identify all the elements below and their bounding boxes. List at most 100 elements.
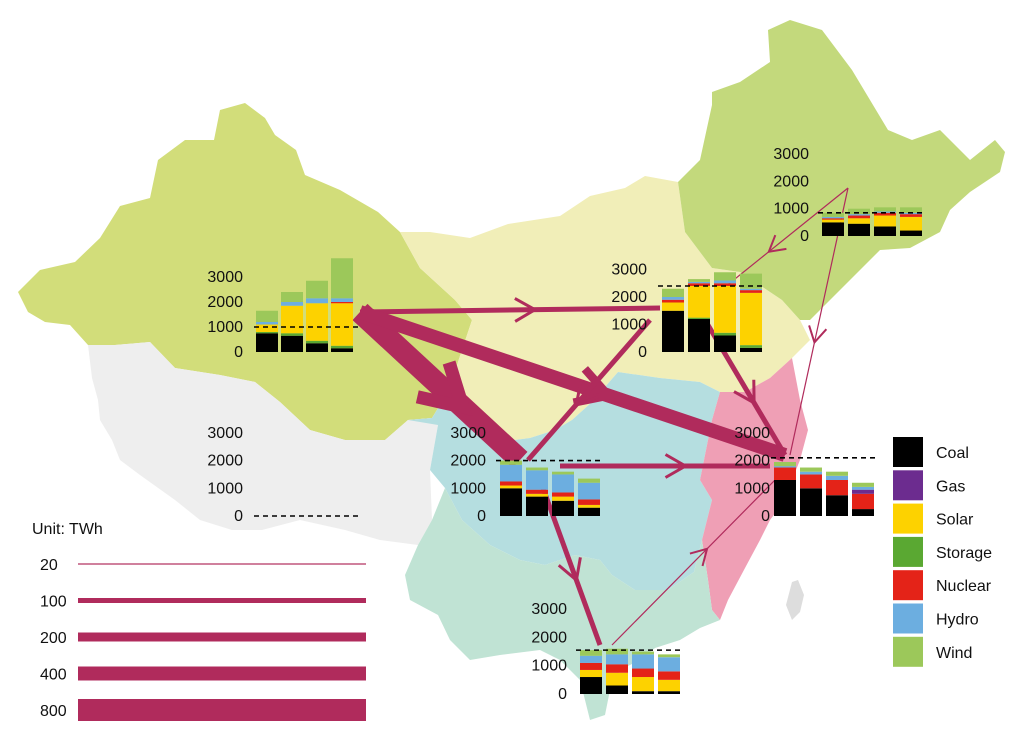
bar-segment-solar (580, 669, 602, 678)
region-northwest (18, 103, 472, 440)
y-tick-label: 0 (234, 508, 243, 525)
region-chart-south: 0 1000 2000 3000 (531, 601, 684, 703)
legend-swatch-solar (893, 503, 923, 534)
bar-segment-solar (256, 324, 278, 332)
flow-arrowhead (514, 297, 539, 323)
bar-segment-hydro (800, 471, 822, 475)
bar-segment-wind (658, 654, 680, 658)
bar-segment-hydro (306, 298, 328, 304)
legend-label-nuclear: Nuclear (936, 578, 992, 595)
bar-segment-coal (848, 223, 870, 236)
y-tick-label: 0 (800, 228, 809, 245)
bar-segment-hydro (552, 474, 574, 493)
legend-swatch-storage (893, 536, 923, 567)
bar-segment-solar (874, 215, 896, 227)
bar-segment-solar (740, 292, 762, 346)
bar-segment-storage (331, 345, 353, 349)
flow-arrowhead (808, 325, 828, 345)
flow-arrowhead (574, 381, 599, 407)
scale-unit-label: Unit: TWh (32, 521, 103, 538)
bar-segment-solar (632, 677, 654, 692)
bar-segment-nuclear (580, 662, 602, 670)
bar-segment-coal (658, 691, 680, 694)
bar-segment-hydro (256, 322, 278, 325)
bar-segment-wind (552, 471, 574, 475)
flow-arrowhead (415, 360, 473, 417)
y-tick-label: 0 (477, 508, 486, 525)
bar-segment-storage (281, 333, 303, 336)
bar-segment-hydro (281, 302, 303, 306)
bar-segment-solar (714, 286, 736, 333)
legend-label-wind: Wind (936, 645, 972, 662)
flow-northeast-to-north (714, 187, 849, 296)
bar-segment-hydro (848, 214, 870, 216)
y-tick-label: 0 (234, 344, 243, 361)
bar-segment-coal (281, 335, 303, 352)
bar-segment-wind (740, 273, 762, 289)
region-east (700, 358, 808, 620)
region-chart-east: 0 1000 2000 3000 (734, 425, 876, 525)
bar-segment-nuclear (900, 214, 922, 217)
bar-segment-wind (632, 651, 654, 655)
y-tick-label: 2000 (450, 453, 486, 470)
region-chart-north: 0 1000 2000 3000 (611, 262, 766, 361)
bar-segment-hydro (740, 288, 762, 291)
bar-segment-solar (900, 216, 922, 231)
bar-segment-hydro (331, 298, 353, 302)
y-tick-label: 3000 (734, 425, 770, 442)
bar-segment-nuclear (774, 467, 796, 480)
bar-segment-gas (852, 489, 874, 494)
bar-segment-solar (848, 218, 870, 224)
bar-segment-wind (580, 650, 602, 656)
bar-segment-solar (306, 303, 328, 341)
bar-segment-nuclear (848, 215, 870, 219)
bar-segment-coal (500, 488, 522, 516)
bar-segment-hydro (658, 657, 680, 672)
legend-label-hydro: Hydro (936, 612, 979, 629)
bar-segment-hydro (606, 654, 628, 665)
bar-segment-hydro (632, 654, 654, 669)
bar-segment-storage (306, 340, 328, 344)
region-chart-southwest: 0 1000 2000 3000 (207, 425, 362, 525)
bar-segment-storage (256, 332, 278, 334)
legend-swatch-hydro (893, 603, 923, 634)
bar-segment-wind (800, 467, 822, 472)
legend-label-gas: Gas (936, 478, 965, 495)
flow-central-to-south (537, 479, 603, 646)
bar-segment-coal (256, 333, 278, 352)
bar-segment-hydro (852, 486, 874, 490)
y-tick-label: 3000 (207, 425, 243, 442)
legend-swatch-nuclear (893, 570, 923, 601)
flow-northwest-to-central (352, 303, 528, 469)
bar-segment-hydro (688, 281, 710, 284)
bar-segment-wind (848, 208, 870, 215)
bar-segment-hydro (500, 464, 522, 482)
flow-arrowhead (767, 234, 787, 253)
legend-label-storage: Storage (936, 545, 992, 562)
region-chart-northwest: 0 1000 2000 3000 (207, 258, 362, 361)
bar-segment-wind (714, 272, 736, 281)
bar-segment-nuclear (800, 474, 822, 489)
bar-segment-coal (331, 348, 353, 352)
legend-swatch-gas (893, 470, 923, 501)
bar-segment-coal (688, 319, 710, 352)
y-tick-label: 0 (761, 508, 770, 525)
y-tick-label: 2000 (734, 453, 770, 470)
y-tick-label: 1000 (207, 480, 243, 497)
bar-segment-storage (714, 332, 736, 336)
region-chart-northeast: 0 1000 2000 3000 (773, 146, 924, 245)
bar-segment-coal (900, 230, 922, 236)
scale-label: 200 (40, 630, 67, 647)
bar-segment-coal (526, 496, 548, 516)
legend-swatch-wind (893, 636, 923, 667)
bar-segment-coal (306, 343, 328, 352)
bar-segment-solar (331, 303, 353, 346)
y-tick-label: 1000 (531, 658, 567, 675)
bar-segment-solar (281, 305, 303, 334)
bar-segment-wind (822, 212, 844, 217)
bar-segment-nuclear (632, 668, 654, 678)
region-northeast (678, 20, 1005, 320)
scale-label: 800 (40, 703, 67, 720)
bar-segment-hydro (662, 297, 684, 300)
bar-segment-wind (874, 207, 896, 212)
